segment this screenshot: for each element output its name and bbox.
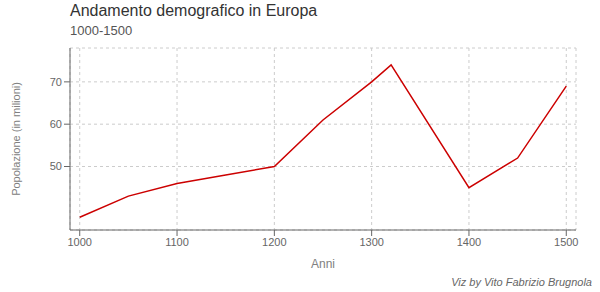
svg-text:70: 70 <box>50 76 62 88</box>
svg-text:1100: 1100 <box>165 236 189 248</box>
html-text:Andamento demografico in Europ: Andamento demografico in Europa <box>70 2 318 19</box>
svg-text:1200: 1200 <box>262 236 286 248</box>
svg-text:1400: 1400 <box>457 236 481 248</box>
html-text:1000-1500: 1000-1500 <box>70 23 133 38</box>
svg-text:1500: 1500 <box>554 236 578 248</box>
svg-text:50: 50 <box>50 160 62 172</box>
svg-text:1000: 1000 <box>67 236 91 248</box>
svg-text:Popolazione (in milioni): Popolazione (in milioni) <box>10 82 22 196</box>
html-text:Viz by Vito Fabrizio Brugnola: Viz by Vito Fabrizio Brugnola <box>451 276 592 288</box>
svg-text:60: 60 <box>50 118 62 130</box>
svg-text:1300: 1300 <box>359 236 383 248</box>
svg-text:Anni: Anni <box>311 257 335 271</box>
